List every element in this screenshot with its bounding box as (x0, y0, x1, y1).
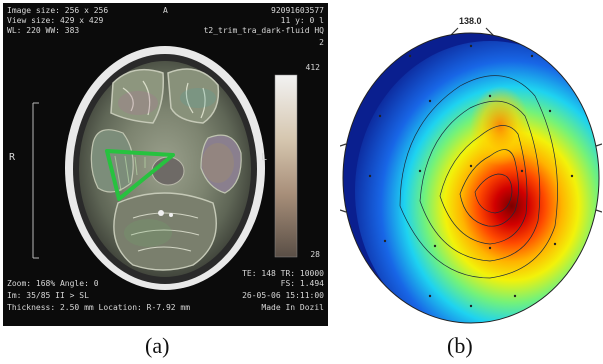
caption-b: (b) (447, 333, 473, 358)
mri-viewer[interactable]: Image size: 256 x 256 View size: 429 x 4… (3, 3, 328, 326)
head-outline (342, 32, 600, 324)
caption-a: (a) (145, 333, 170, 358)
mri-image (32, 46, 298, 290)
left-orientation-marker: L (261, 152, 268, 163)
sequence-label: t2_trim_tra_dark-fluid HQ (203, 26, 324, 35)
zoom-angle-label: Zoom: 168% Angle: 0 (7, 279, 99, 288)
fs-label: FS: 1.494 (280, 279, 324, 288)
intensity-scale-bar (274, 74, 298, 258)
date-time-label: 26-05-06 15:11:00 (242, 291, 324, 300)
roi-triangle (105, 149, 175, 201)
frame-label: 11 y: 0 l (280, 16, 324, 25)
scale-tick-label: 2 (319, 38, 324, 47)
orientation-top-label: A (163, 6, 168, 15)
view-size-label: View size: 429 x 429 (7, 16, 104, 25)
made-in-label: Made In Dozil (261, 303, 324, 312)
topographic-map-panel: 138.0 (340, 16, 602, 326)
peak-value-label: 138.0 (459, 16, 482, 26)
ear-markers (340, 143, 602, 213)
topographic-map (340, 27, 602, 324)
te-tr-label: TE: 148 TR: 10000 (242, 269, 324, 278)
window-level-label: WL: 220 WW: 383 (7, 26, 80, 35)
scale-min-label: 28 (310, 250, 320, 259)
series-id-label: 92091603577 (271, 6, 324, 15)
image-index-label: Im: 35/85 II > SL (7, 291, 89, 300)
thickness-location-label: Thickness: 2.50 mm Location: R-7.92 mm (7, 303, 191, 312)
scale-max-label: 412 (305, 63, 320, 72)
image-size-label: Image size: 256 x 256 (7, 6, 109, 15)
right-orientation-marker: R (9, 152, 16, 163)
